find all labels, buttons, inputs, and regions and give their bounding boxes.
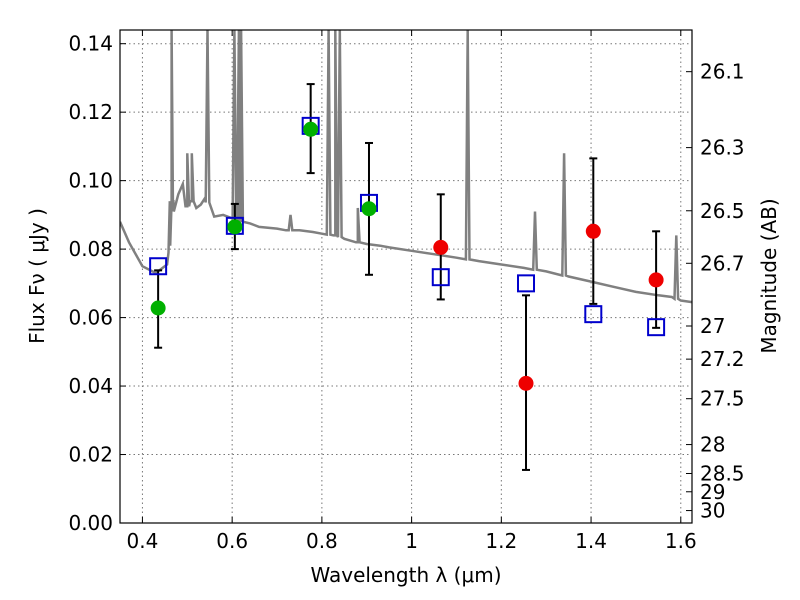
y2-tick-label: 26.3	[700, 136, 745, 160]
y2-tick-label: 27	[700, 314, 725, 338]
model-square	[584, 305, 603, 324]
data-point	[433, 239, 449, 255]
spectrum-path	[120, 30, 692, 304]
y2-tick-label: 28.5	[700, 462, 745, 486]
model-square	[149, 257, 168, 276]
model-square	[647, 318, 666, 337]
data-markers	[149, 116, 666, 391]
data-point	[648, 272, 664, 288]
y2-tick-label: 26.7	[700, 251, 745, 275]
error-bars	[154, 83, 661, 471]
grid	[120, 30, 692, 523]
spectrum-line	[120, 30, 692, 304]
y-tick-label: 0.12	[68, 100, 113, 124]
x-tick-label: 1	[405, 529, 418, 553]
y2-tick-label: 29	[700, 480, 725, 504]
y-tick-label: 0.10	[68, 169, 113, 193]
x-tick-label: 1.4	[575, 529, 607, 553]
y-tick-label: 0.14	[68, 32, 113, 56]
data-point	[150, 300, 166, 316]
x-tick-label: 0.4	[127, 529, 159, 553]
plot-frame	[119, 29, 693, 524]
y-axis-label: Flux Fν ( μJy )	[25, 208, 49, 344]
y-tick-label: 0.06	[68, 306, 113, 330]
y2-tick-label: 26.1	[700, 60, 745, 84]
x-tick-label: 0.8	[306, 529, 338, 553]
y2-tick-label: 30	[700, 499, 725, 523]
axis-ticks: 0.4 0.6 0.8 1 1.2 1.4 1.6 0.00 0.02 0.04 0.06 0.08 0…	[68, 30, 745, 553]
y2-tick-label: 27.2	[700, 347, 745, 371]
y-tick-label: 0.04	[68, 374, 113, 398]
x-tick-label: 1.6	[665, 529, 697, 553]
y-tick-label: 0.02	[68, 443, 113, 467]
y2-tick-label: 26.5	[700, 199, 745, 223]
y2-axis-label: Magnitude (AB)	[757, 198, 781, 353]
model-square	[517, 274, 536, 293]
data-point	[585, 223, 601, 239]
y2-tick-label: 28	[700, 433, 725, 457]
data-point	[227, 219, 243, 235]
data-point	[303, 121, 319, 137]
y2-tick-label: 27.5	[700, 387, 745, 411]
y-tick-label: 0.00	[68, 511, 113, 535]
data-point	[361, 201, 377, 217]
y-tick-label: 0.08	[68, 237, 113, 261]
x-tick-label: 1.2	[485, 529, 517, 553]
data-point	[518, 375, 534, 391]
x-axis-label: Wavelength λ (μm)	[310, 563, 501, 587]
x-tick-label: 0.6	[216, 529, 248, 553]
model-square	[431, 268, 450, 287]
